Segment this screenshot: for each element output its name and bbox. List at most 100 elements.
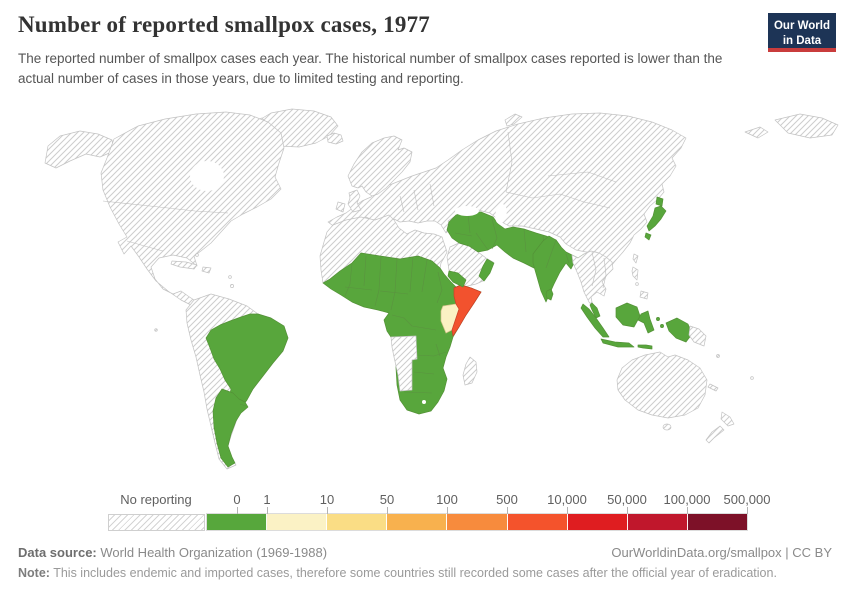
island-moluccas[interactable] <box>656 317 660 321</box>
legend-tick-label: 500 <box>496 492 518 507</box>
island-sulawesi[interactable] <box>637 310 655 334</box>
legend-segment-50[interactable] <box>387 514 448 530</box>
region-alaska[interactable] <box>44 130 115 169</box>
africa-internal-borders <box>344 255 447 394</box>
legend-tick-label: 0 <box>233 492 241 507</box>
region-eurasia[interactable] <box>327 112 687 267</box>
region-bahamas[interactable] <box>195 253 199 257</box>
middle-east-borders <box>454 213 546 263</box>
region-philippines[interactable] <box>631 266 649 300</box>
region-southeast-asia[interactable] <box>571 250 614 308</box>
se-asia-borders <box>591 251 607 289</box>
owid-logo-line1: Our World <box>773 20 830 32</box>
island-moluccas-2[interactable] <box>660 324 664 328</box>
legend-tick-label: 1 <box>263 492 271 507</box>
uruguay-border <box>239 403 247 407</box>
legend-tick-label: 50,000 <box>607 492 647 507</box>
region-solomons[interactable] <box>716 354 720 358</box>
legend-tick-mark <box>747 507 748 514</box>
region-sub-saharan-africa[interactable] <box>322 252 482 415</box>
country-japan[interactable] <box>644 196 667 241</box>
region-north-africa[interactable] <box>319 214 448 284</box>
owid-logo[interactable]: Our World in Data <box>768 13 836 52</box>
data-source-text: World Health Organization (1969-1988) <box>96 545 328 560</box>
legend-tick-mark <box>447 507 448 514</box>
island-sumatra[interactable] <box>580 303 610 338</box>
legend-segment-100[interactable] <box>447 514 508 530</box>
legend-color-bar <box>206 513 748 531</box>
legend-tick-label: 100,000 <box>663 492 711 507</box>
hudson-bay <box>190 161 224 191</box>
region-tasmania[interactable] <box>662 423 672 431</box>
page-subtitle: The reported number of smallpox cases ea… <box>18 51 723 86</box>
lesotho <box>422 400 426 404</box>
region-novaya-zemlya[interactable] <box>504 113 523 127</box>
page-title: Number of reported smallpox cases, 1977 <box>18 12 430 37</box>
legend-segment-10[interactable] <box>327 514 388 530</box>
legend-tick-mark <box>567 507 568 514</box>
region-visayas[interactable] <box>635 282 639 286</box>
no-reporting-label: No reporting <box>120 492 192 507</box>
legend-tick-mark <box>267 507 268 514</box>
india-pakistan-border <box>545 239 570 269</box>
region-papua-new-guinea[interactable] <box>688 325 707 347</box>
legend-tick-label: 10 <box>319 492 335 507</box>
legend-segment-500[interactable] <box>507 514 568 530</box>
region-west-new-guinea[interactable] <box>665 317 693 343</box>
legend-tick-mark <box>327 507 328 514</box>
country-sri-lanka[interactable] <box>545 288 554 301</box>
black-sea <box>455 206 479 216</box>
data-source-label: Data source: <box>18 545 97 560</box>
citation-link[interactable]: OurWorldinData.org/smallpox | CC BY <box>611 545 832 560</box>
region-madagascar[interactable] <box>462 356 478 386</box>
region-north-america[interactable] <box>100 111 285 308</box>
region-trinidad[interactable] <box>230 284 234 288</box>
country-yemen[interactable] <box>447 270 467 288</box>
no-reporting-swatch[interactable] <box>108 514 205 531</box>
region-galapagos[interactable] <box>154 328 158 332</box>
region-new-zealand[interactable] <box>705 411 735 444</box>
eurasia-internal-borders <box>399 131 617 213</box>
note-label: Note: <box>18 566 50 580</box>
island-borneo[interactable] <box>615 302 641 328</box>
caspian-sea <box>495 204 507 224</box>
data-source-line: Data source: World Health Organization (… <box>18 545 327 560</box>
country-argentina-uruguay[interactable] <box>212 388 249 468</box>
legend-tick-mark <box>627 507 628 514</box>
region-caribbean[interactable] <box>170 260 212 274</box>
us-canada-border <box>102 200 229 252</box>
note-line: Note: This includes endemic and imported… <box>18 566 777 580</box>
region-fiji[interactable] <box>750 376 754 380</box>
legend-tick-label: 10,000 <box>547 492 587 507</box>
legend-tick-mark <box>387 507 388 514</box>
owid-logo-line2: in Data <box>782 34 822 47</box>
legend-segment-100,000[interactable] <box>687 514 747 530</box>
island-java[interactable] <box>600 338 653 350</box>
note-text: This includes endemic and imported cases… <box>49 566 777 580</box>
country-oman[interactable] <box>478 258 495 282</box>
region-antilles[interactable] <box>228 275 232 279</box>
legend-tick-mark <box>687 507 688 514</box>
legend-segment-10,000[interactable] <box>567 514 628 530</box>
legend-tick-mark <box>507 507 508 514</box>
region-scandinavia[interactable] <box>347 135 413 197</box>
legend-tick-label: 500,000 <box>723 492 771 507</box>
region-australia[interactable] <box>616 351 708 419</box>
region-iceland[interactable] <box>326 132 344 145</box>
region-taiwan[interactable] <box>632 253 639 264</box>
region-angola-namibia[interactable] <box>390 335 418 392</box>
region-ireland[interactable] <box>335 201 346 213</box>
region-united-kingdom[interactable] <box>347 189 362 213</box>
legend-tick-label: 100 <box>436 492 458 507</box>
legend-segment-50,000[interactable] <box>627 514 688 530</box>
region-new-caledonia[interactable] <box>707 383 719 392</box>
legend-segment-1[interactable] <box>267 514 328 530</box>
legend-tick-label: 50 <box>379 492 395 507</box>
country-somalia[interactable] <box>451 284 482 337</box>
legend-tick-mark <box>237 507 238 514</box>
legend-segment-0[interactable] <box>207 514 268 530</box>
region-chukotka[interactable] <box>744 113 839 139</box>
